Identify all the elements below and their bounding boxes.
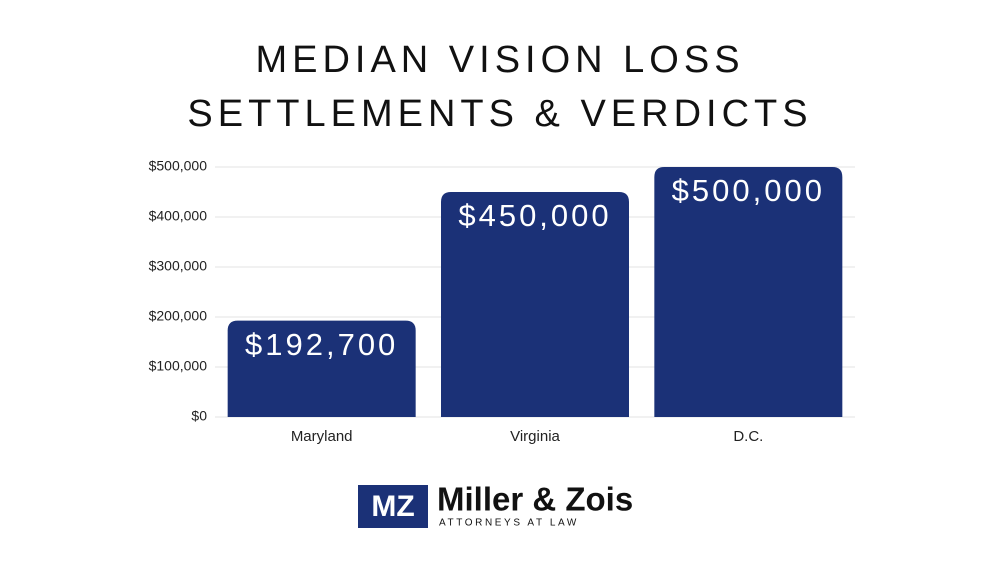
- logo: MZ Miller & Zois ATTORNEYS AT LAW: [358, 481, 633, 529]
- data-label: $500,000: [672, 173, 825, 208]
- logo-box: [358, 485, 428, 528]
- bar: [441, 192, 629, 417]
- logo-tagline: ATTORNEYS AT LAW: [439, 518, 579, 529]
- x-tick-label: Maryland: [291, 428, 353, 445]
- y-tick-label: $200,000: [149, 308, 208, 324]
- y-tick-label: $400,000: [149, 208, 208, 224]
- bar: [654, 167, 843, 417]
- data-label: $450,000: [458, 198, 611, 233]
- y-tick-label: $500,000: [149, 158, 208, 174]
- chart-title: MEDIAN VISION LOSS: [255, 39, 744, 81]
- x-tick-label: D.C.: [733, 428, 763, 445]
- data-label: $192,700: [245, 327, 398, 362]
- bar: [227, 320, 416, 417]
- y-tick-label: $300,000: [149, 258, 208, 274]
- logo-name: Miller & Zois: [437, 481, 633, 518]
- chart-title: SETTLEMENTS & VERDICTS: [187, 93, 812, 135]
- y-tick-label: $100,000: [149, 358, 208, 374]
- y-tick-label: $0: [191, 408, 207, 424]
- x-tick-label: Virginia: [510, 428, 560, 445]
- logo-mark: MZ: [371, 490, 414, 523]
